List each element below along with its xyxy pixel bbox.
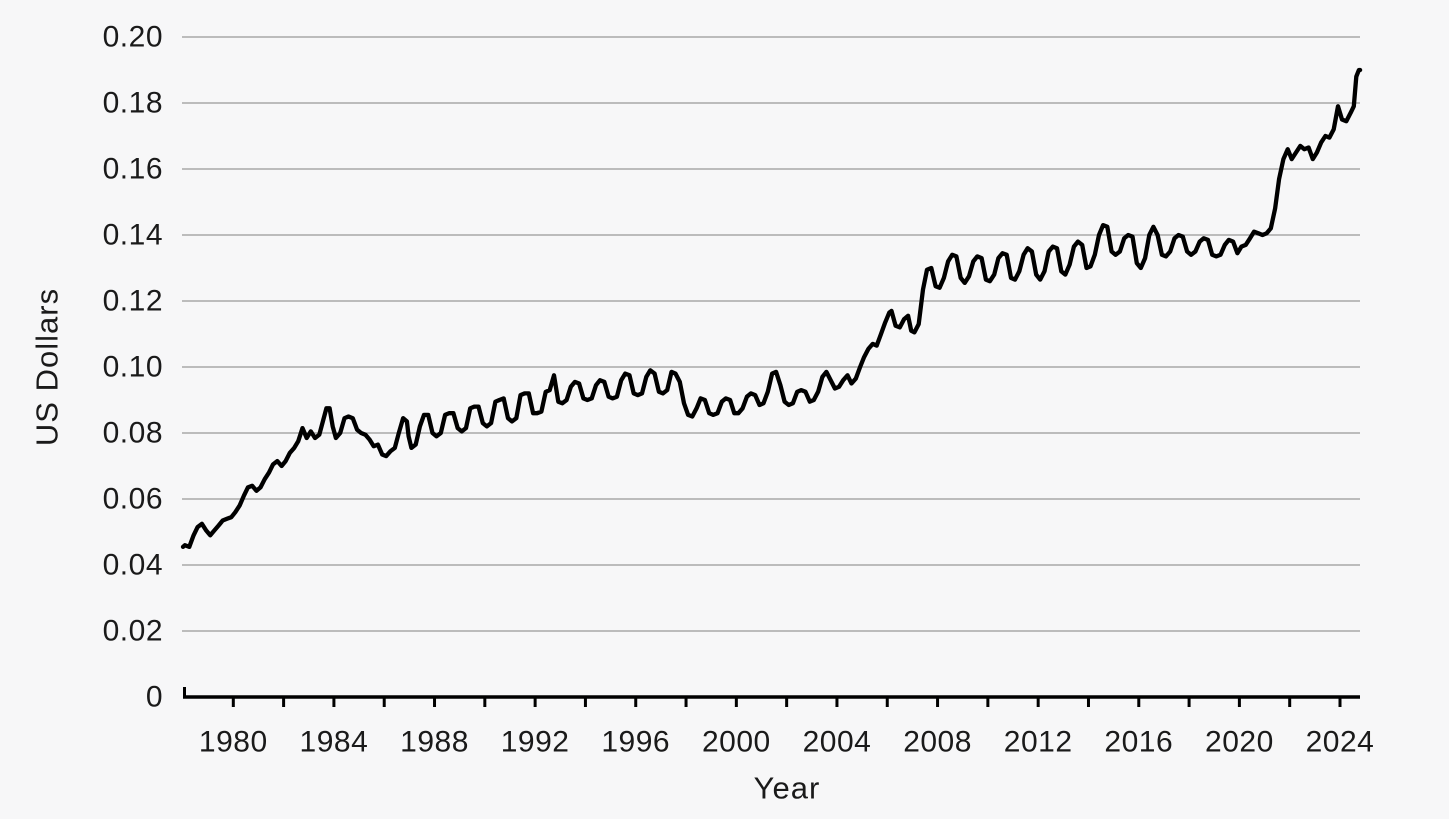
x-tick-label: 1992 (501, 726, 570, 759)
x-tick-label: 1988 (400, 726, 469, 759)
y-tick-label: 0.12 (103, 285, 163, 318)
y-axis-tick-labels: 0 0.02 0.04 0.06 0.08 0.10 0.12 0.14 0.16 0.18 0.2… (103, 21, 163, 714)
y-tick-label: 0.16 (103, 153, 163, 186)
x-tick-label: 1996 (601, 726, 670, 759)
gridlines (182, 36, 1360, 632)
price-line-series (180, 67, 1363, 550)
x-tick-label: 2008 (903, 726, 972, 759)
x-axis (183, 687, 1360, 707)
x-axis-title: Year (754, 771, 821, 806)
y-tick-label: 0.06 (103, 483, 163, 516)
y-tick-label: 0.08 (103, 417, 163, 450)
y-axis-title: US Dollars (30, 288, 65, 446)
x-tick-label: 2020 (1205, 726, 1274, 759)
x-tick-label: 2000 (702, 726, 771, 759)
x-tick-label: 2024 (1306, 726, 1375, 759)
x-tick-label: 1980 (199, 726, 268, 759)
y-tick-label: 0 (146, 681, 163, 714)
y-tick-label: 0.02 (103, 615, 163, 648)
x-tick-label: 2012 (1004, 726, 1073, 759)
x-tick-label: 1984 (300, 726, 369, 759)
x-tick-label: 2016 (1104, 726, 1173, 759)
y-tick-label: 0.20 (103, 21, 163, 54)
x-axis-tick-labels: 1980 1984 1988 1992 1996 2000 2004 2008 2012 2016… (199, 726, 1374, 759)
y-tick-label: 0.10 (103, 351, 163, 384)
x-tick-label: 2004 (803, 726, 872, 759)
y-tick-label: 0.14 (103, 219, 163, 252)
y-tick-label: 0.18 (103, 87, 163, 120)
y-tick-label: 0.04 (103, 549, 163, 582)
